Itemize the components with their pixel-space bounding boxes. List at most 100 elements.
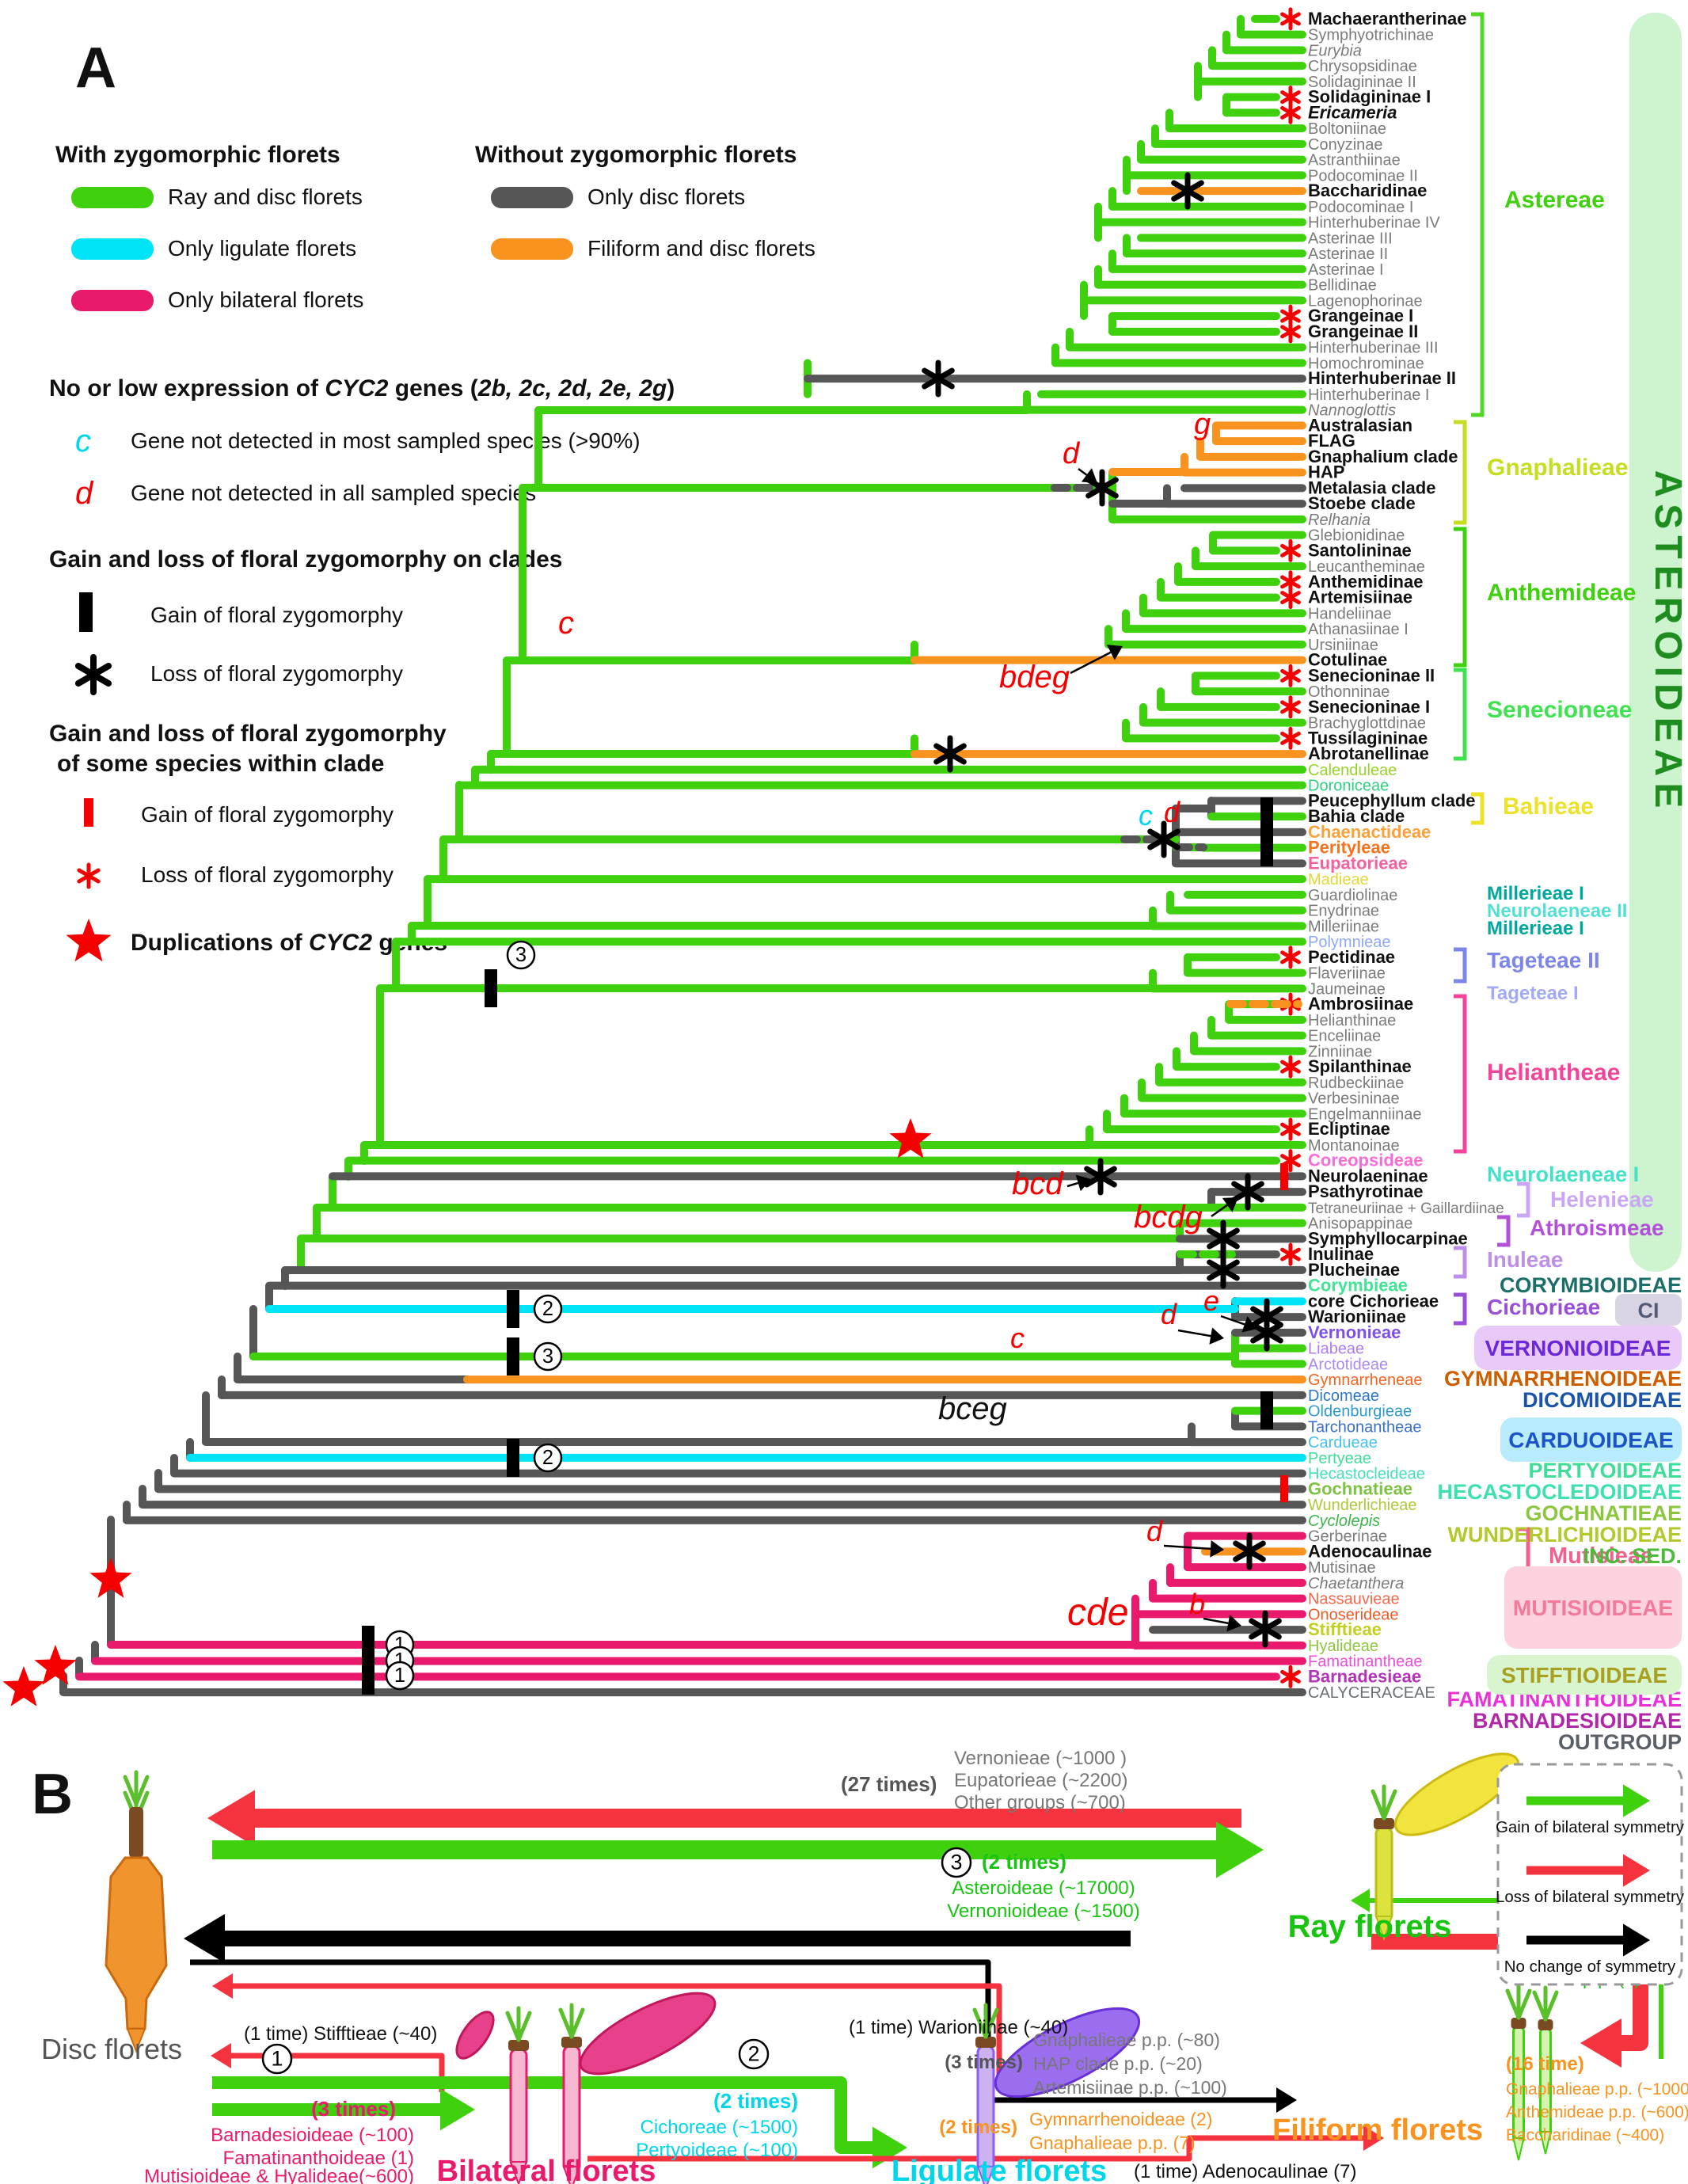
- arrow-shaft: [1078, 467, 1088, 476]
- subfamily-badge: [1504, 1566, 1682, 1649]
- tip-label: Coreopsideae: [1308, 1151, 1424, 1170]
- branch: [1249, 1618, 1282, 1640]
- tip-label: Madieae: [1308, 871, 1369, 888]
- tip-label: Guardiolinae: [1308, 887, 1397, 904]
- tribe-label: Athroismeae: [1530, 1216, 1664, 1240]
- legend-arrow-label: Gain of bilateral symmetry: [1496, 1818, 1685, 1836]
- circled-number-text: 3: [542, 1345, 553, 1368]
- tip-label: Vernonieae: [1308, 1322, 1401, 1342]
- loss-x-mark: [1249, 1610, 1282, 1648]
- tip-label: FLAG: [1308, 431, 1355, 451]
- tip-label: Asterinae III: [1308, 230, 1393, 247]
- loss-x-mark: [1231, 1173, 1264, 1211]
- loss-x-mark: [1207, 1219, 1240, 1258]
- tip-label: Gochnatieae: [1308, 1478, 1412, 1498]
- clade-bracket: [1454, 947, 1467, 984]
- tip-label: Podocominae I: [1308, 199, 1413, 216]
- tip-label: Mutisinae: [1308, 1559, 1376, 1577]
- panel-b-text: Gnaphalieae p.p. (~1000): [1506, 2080, 1688, 2098]
- arrow-shaft: [1220, 1315, 1245, 1326]
- arrow-head: [1623, 1784, 1650, 1817]
- panel-b-text: (3 times): [945, 2052, 1023, 2073]
- floret-sprig: [1543, 1990, 1559, 2022]
- panel-b-text: Vernonieae (~1000 ): [954, 1748, 1127, 1769]
- subfamily-label: GYMNARRHENOIDEAE: [1444, 1367, 1682, 1391]
- subfamily-label: GOCHNATIEAE: [1525, 1501, 1682, 1525]
- loss-within-asterisk: [1280, 101, 1301, 124]
- arrow-head: [1075, 1174, 1091, 1192]
- circle: [261, 2043, 293, 2075]
- panel-b-diagram: B (27 times) Vernonieae (~1000 )Eupatoriea…: [32, 1748, 1688, 2184]
- circled-number-text: 2: [747, 2042, 759, 2066]
- tip-label: Tarchonantheae: [1308, 1418, 1421, 1436]
- panel-b-text: (1 time) Warioniinae (~40): [849, 2017, 1068, 2038]
- cyc2-duplication-star: [89, 1558, 132, 1598]
- loss-x-red-icon: [77, 862, 101, 889]
- subfamily-label: DICOMIOIDEAE: [1523, 1388, 1682, 1412]
- arrow-head: [1210, 1540, 1224, 1558]
- gene-annotation: g: [1194, 408, 1211, 441]
- subfamily-badge-label: VERNONIOIDEAE: [1485, 1336, 1671, 1360]
- branch: [1171, 180, 1204, 202]
- loss-within-asterisk: [1280, 664, 1301, 687]
- tip-label: Grangeinae II: [1308, 322, 1418, 341]
- tribe-side-label: Neurolaeneae II: [1487, 900, 1627, 922]
- branch: [1085, 477, 1119, 499]
- tip-label: Symphyllocarpinae: [1308, 1228, 1468, 1248]
- gene-annotation: d: [1161, 1298, 1177, 1330]
- loss-within-asterisk: [1280, 726, 1301, 750]
- branch: [1280, 1669, 1301, 1684]
- gene-c-label: Gene not detected in most sampled specie…: [131, 428, 641, 453]
- floret-ovary: [1374, 1916, 1393, 1941]
- tip-label: Tussilagininae: [1308, 728, 1428, 748]
- branch: [1280, 90, 1301, 105]
- tip-label: Milleriinae: [1308, 918, 1379, 935]
- clade-bracket: [1517, 1181, 1530, 1218]
- gain-bar: [1260, 1391, 1273, 1429]
- branch: [1280, 325, 1301, 339]
- clade-bracket: [1454, 527, 1467, 668]
- panel-b-text: Famatinanthoideae (1): [223, 2148, 414, 2169]
- symmetry-arrow: [184, 1914, 1131, 1963]
- gene-annotation: b: [1189, 1588, 1205, 1620]
- tip-label: Wunderlichieae: [1308, 1497, 1417, 1514]
- legend-heading: Gain and loss of floral zygomorphy on cl…: [49, 546, 562, 573]
- loss-x-mark: [933, 735, 967, 773]
- cyc2-duplication-star: [34, 1645, 77, 1685]
- symmetry-arrow: [207, 1790, 1241, 1847]
- clade-bracket: [1497, 1215, 1511, 1247]
- arrow-shaft: [1203, 1617, 1229, 1625]
- legend-heading: Without zygomorphic florets: [475, 142, 796, 168]
- gain-bar-red: [1280, 1475, 1288, 1502]
- arrow-shaft: [233, 1983, 1002, 2091]
- filiform-florets: [1505, 1984, 1559, 2161]
- circle: [533, 1294, 563, 1324]
- gain-bar-icon: [79, 592, 93, 632]
- subfamily-badge-label: MUTISIOIDEAE: [1513, 1596, 1673, 1620]
- panel-b-text: Filiform florets: [1272, 2114, 1483, 2147]
- loss-label: Loss of floral zygomorphy: [150, 661, 403, 686]
- panel-b-text: Bilateral florets: [437, 2155, 656, 2184]
- disc-corolla: [105, 1856, 168, 2030]
- loss-x-mark: [1233, 1532, 1266, 1570]
- tip-label: Bahia clade: [1308, 806, 1405, 826]
- tip-label: Cardueae: [1308, 1434, 1378, 1452]
- tip-label: Nannoglottis: [1308, 402, 1396, 420]
- ci-badge: [1615, 1294, 1682, 1326]
- tip-label: Ursiniinae: [1308, 637, 1378, 654]
- floret-ovary: [509, 2161, 528, 2184]
- loss-x-mark: [1207, 1251, 1240, 1289]
- branch: [1207, 1259, 1240, 1281]
- circled-number-text: 1: [394, 1665, 405, 1687]
- tip-label: Santolininae: [1308, 540, 1412, 560]
- tip-label: Plucheinae: [1308, 1260, 1400, 1280]
- branch: [1280, 1122, 1301, 1136]
- panel-b-text: Gnaphalieae p.p. (~80): [1033, 2030, 1220, 2050]
- circled-number: 2: [533, 1443, 563, 1473]
- tip-label: Neurolaeninae: [1308, 1166, 1428, 1185]
- loss-within-asterisk: [1280, 320, 1301, 344]
- tribe-side-label: Millerieae I: [1487, 883, 1584, 904]
- annotation-arrow: [1203, 1615, 1241, 1632]
- tip-label: Relhania: [1308, 512, 1371, 529]
- floret-sprig: [1382, 1789, 1397, 1821]
